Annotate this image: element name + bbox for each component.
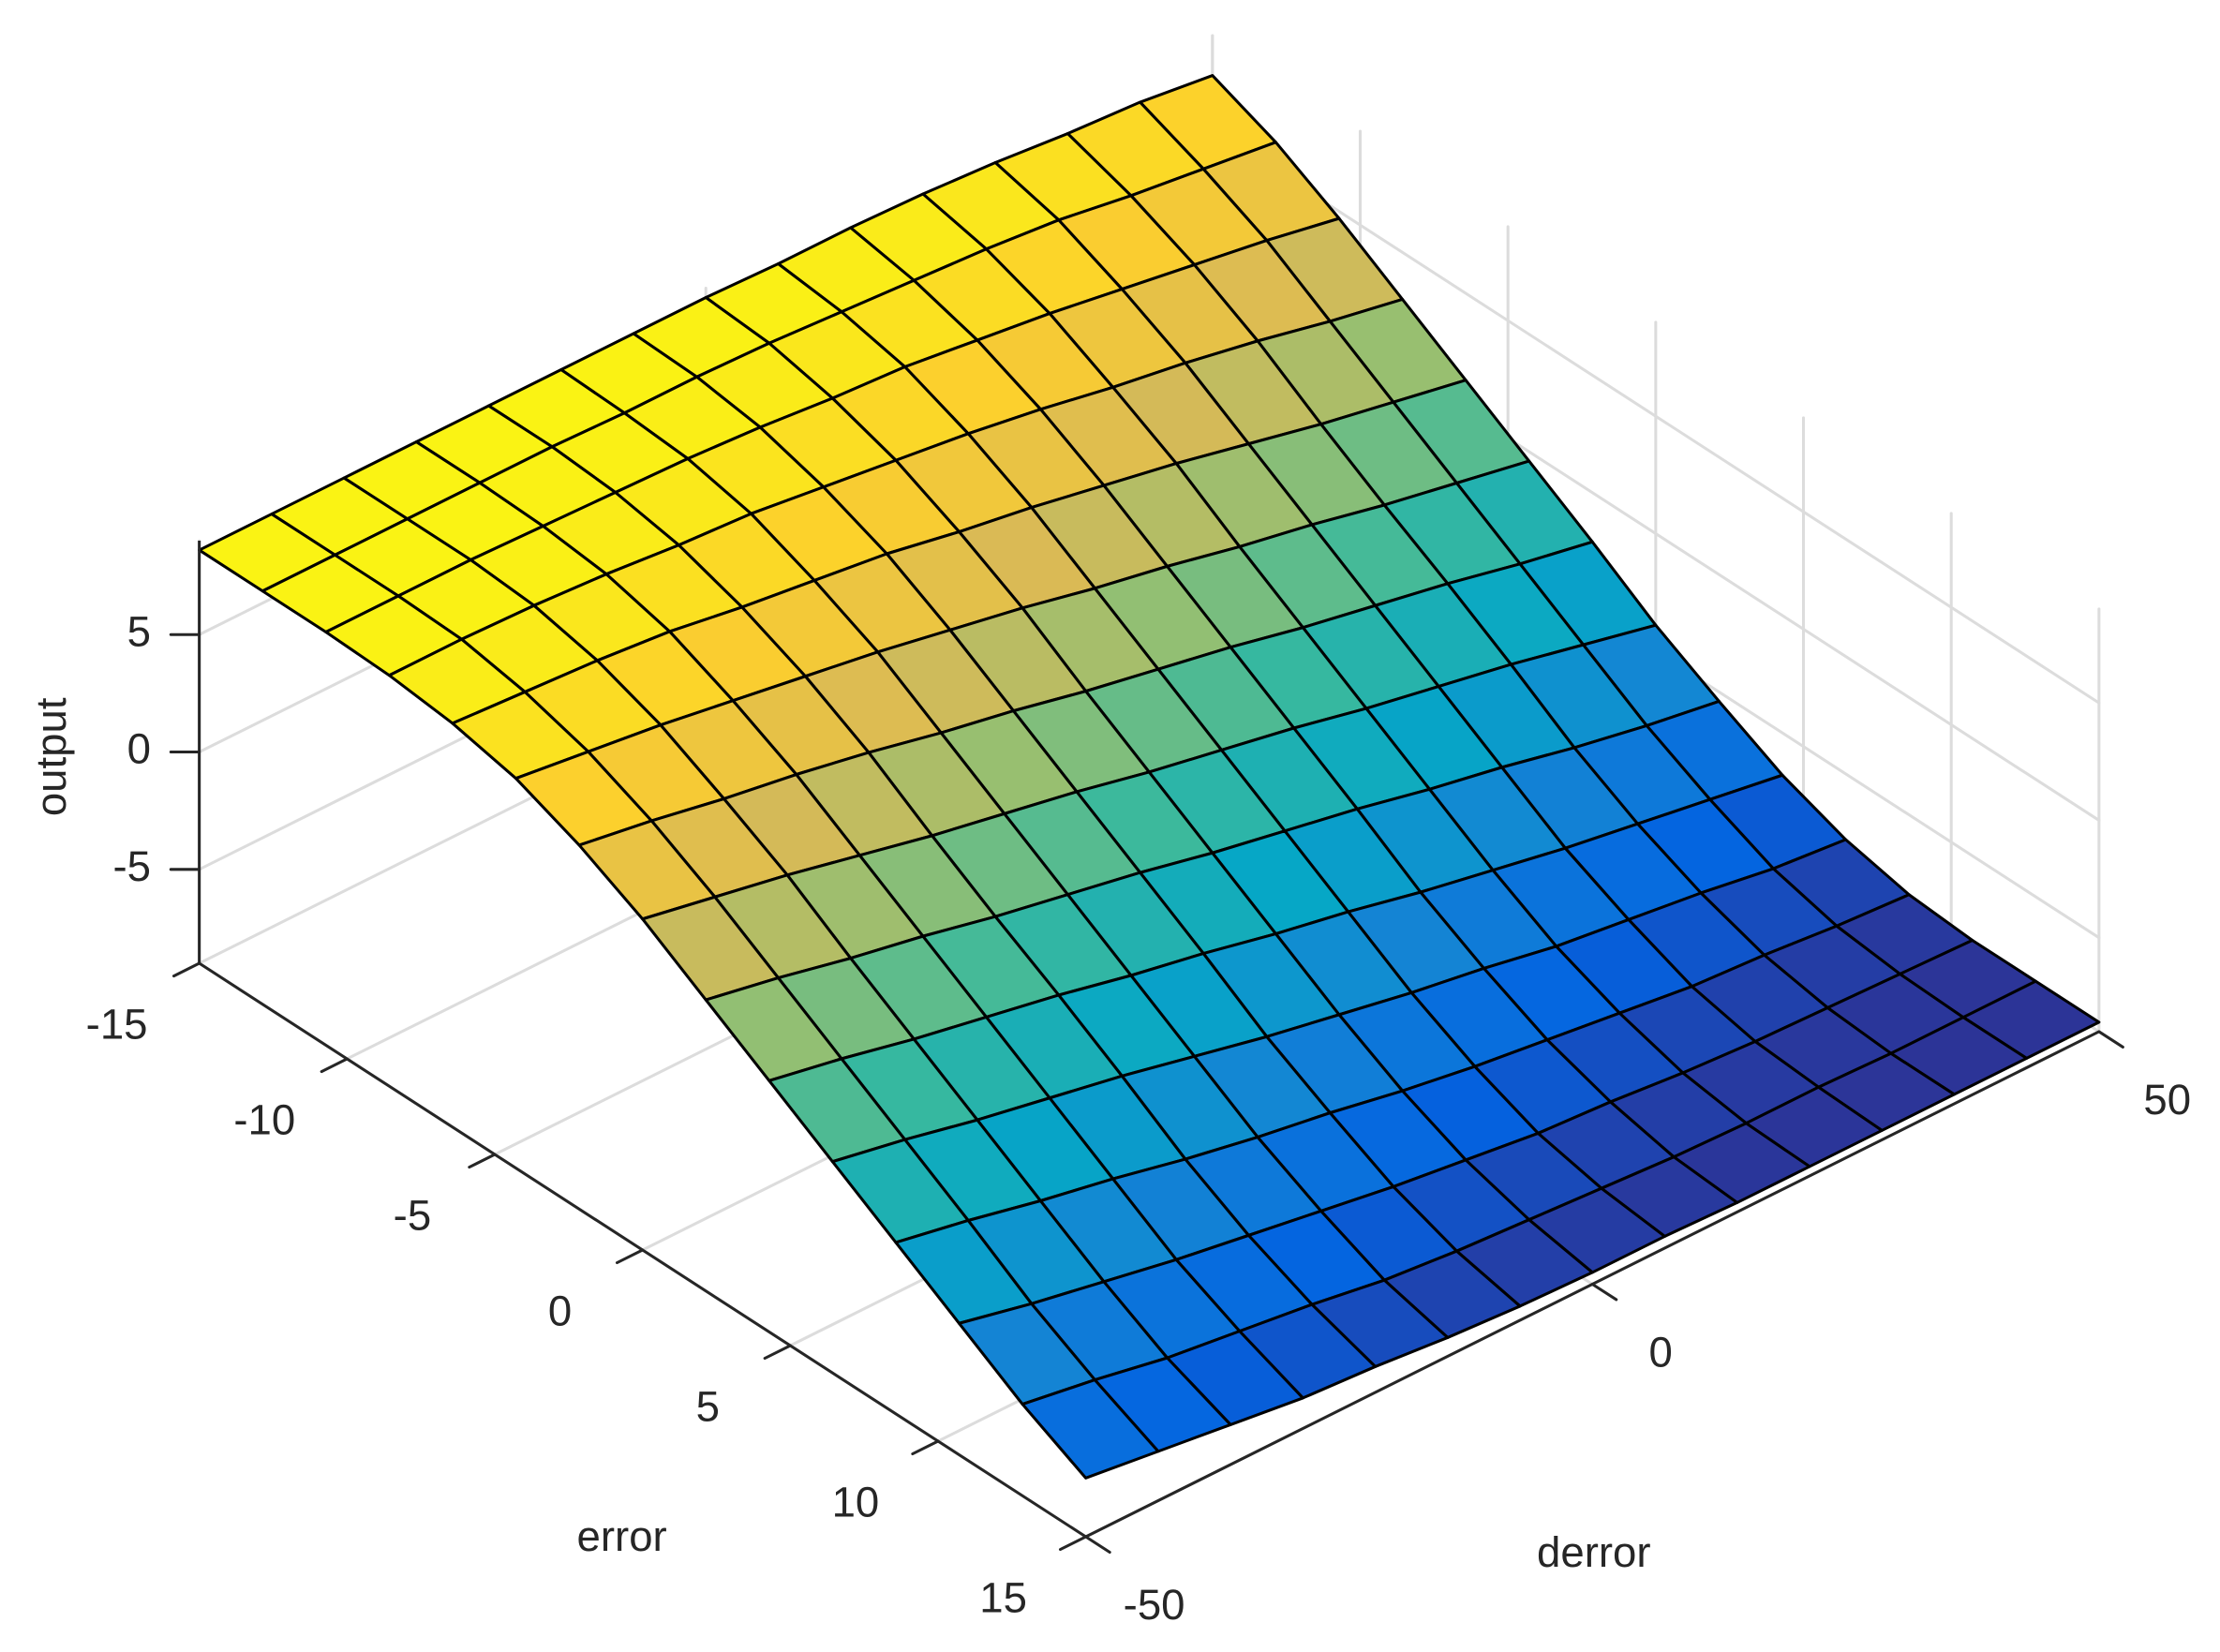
y-tick [615,1248,645,1265]
y-tick [911,1439,940,1456]
y-tick [763,1344,792,1361]
y-tick [171,961,201,978]
x-tick-label: -50 [1124,1581,1185,1629]
grid-line [1211,127,2101,705]
z-tick-label: 0 [127,725,151,773]
z-tick-label: -5 [113,842,152,890]
y-tick-label: 15 [979,1573,1027,1621]
y-axis-label: error [577,1512,667,1560]
y-tick-label: 10 [832,1478,880,1525]
y-tick-label: 0 [548,1287,572,1334]
y-tick [320,1057,349,1074]
x-axis-label: derror [1537,1528,1651,1576]
y-tick-label: 5 [696,1382,720,1430]
y-tick-label: -15 [86,1000,148,1048]
y-tick [1058,1535,1088,1552]
x-tick [2097,1030,2124,1049]
z-tick-label: 5 [127,607,151,655]
x-tick [1590,1282,1618,1302]
y-tick-label: -5 [394,1191,432,1239]
z-axis-label: output [27,697,75,816]
surface-face [1021,1378,1160,1480]
surface [198,74,2101,1480]
y-tick-label: -10 [233,1095,295,1143]
x-tick-label: 50 [2143,1076,2191,1124]
x-tick-label: 0 [1648,1328,1672,1376]
x-tick [1084,1535,1111,1555]
y-tick [468,1153,497,1169]
